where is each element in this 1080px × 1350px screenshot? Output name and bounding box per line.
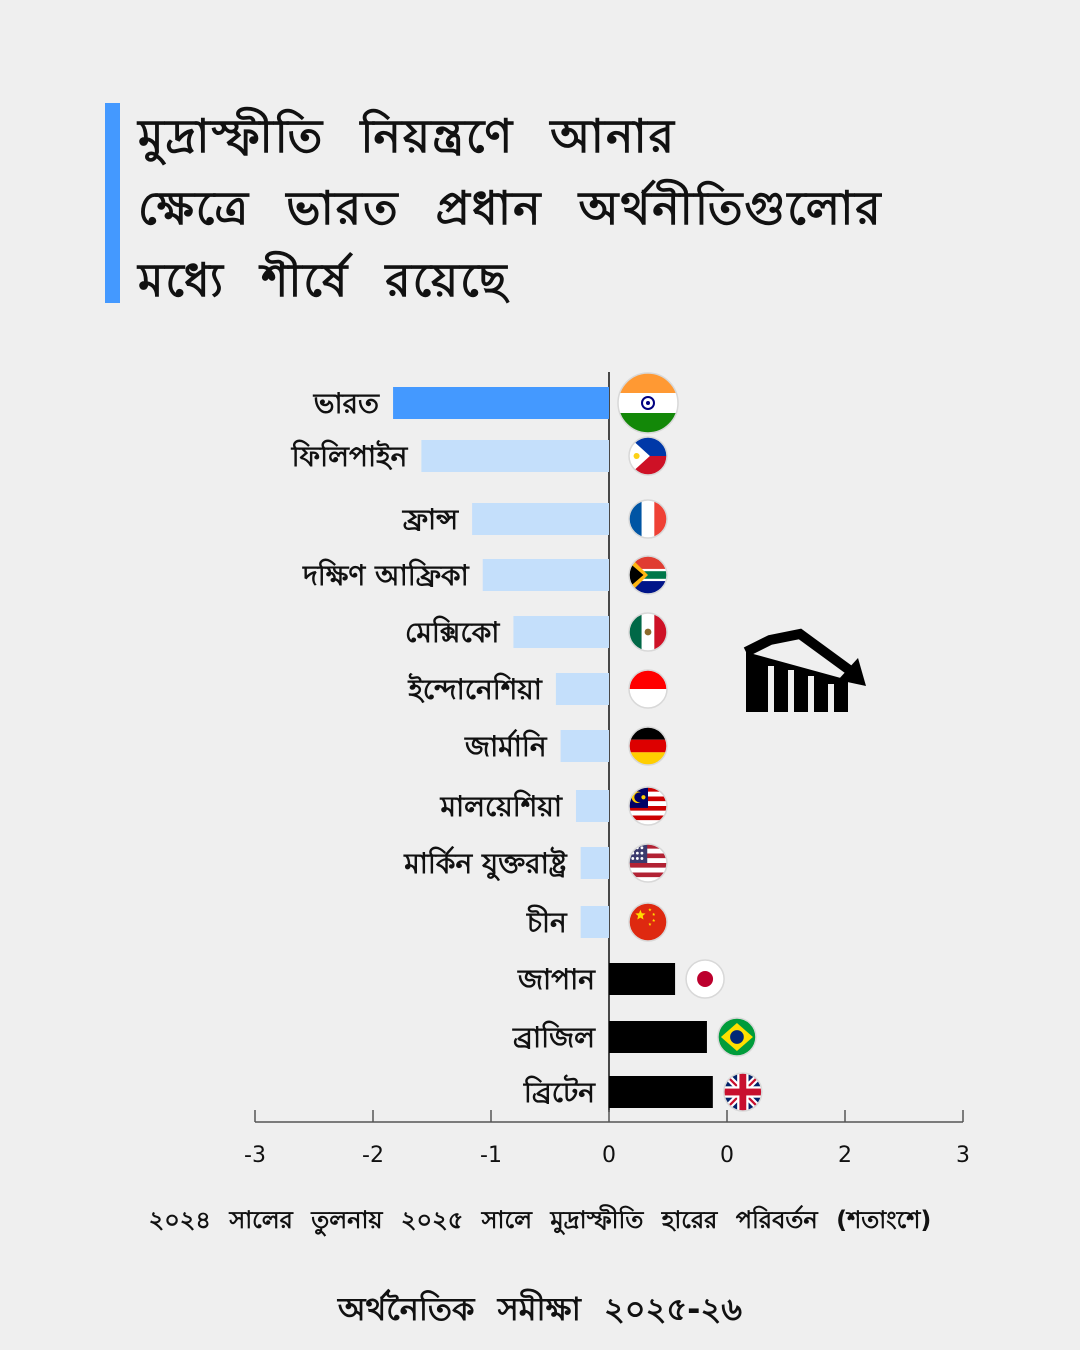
category-label: মেক্সিকো (405, 615, 500, 649)
uk-flag-icon (723, 1072, 763, 1112)
category-label: জাপান (517, 963, 596, 996)
india-flag-icon (617, 372, 679, 434)
bar-8 (575, 790, 609, 822)
france-flag-icon (628, 499, 668, 539)
x-tick-label: 2 (838, 1143, 852, 1168)
title-line-1: মুদ্রাস্ফীতি নিয়ন্ত্রণে আনার (138, 109, 677, 163)
bar-13 (609, 1076, 713, 1108)
japan-flag-icon (685, 959, 725, 999)
bar-7 (560, 730, 609, 762)
x-tick-label: -3 (244, 1143, 266, 1168)
mexico-flag-icon (628, 612, 668, 652)
x-tick-label: 0 (602, 1143, 616, 1168)
source-footer: অর্থনৈতিক সমীক্ষা ২০২৫-২৬ (337, 1290, 743, 1328)
bar-3 (472, 503, 609, 535)
category-label: ইন্দোনেশিয়া (407, 672, 542, 706)
category-label: ফিলিপাইন (291, 439, 409, 473)
bar-1 (393, 387, 609, 419)
x-tick-label: 3 (956, 1143, 970, 1168)
title-line-2: ক্ষেত্রে ভারত প্রধান অর্থনীতিগুলোর (138, 181, 883, 235)
bar-5 (513, 616, 609, 648)
inflation-change-chart: ভারত ফিলিপাইন ফ্রান্স দক্ষিণ আফ্রিকা মেক্সিক… (244, 372, 970, 1168)
x-axis-label: ২০২৪ সালের তুলনায় ২০২৫ সালে মুদ্রাস্ফীত… (148, 1206, 932, 1234)
title-accent-bar (105, 103, 120, 303)
usa-flag-icon (628, 843, 668, 883)
category-label: ব্রাজিল (512, 1020, 596, 1054)
malaysia-flag-icon (628, 786, 668, 826)
germany-flag-icon (628, 726, 668, 766)
category-label: দক্ষিণ আফ্রিকা (302, 558, 470, 592)
category-label: ফ্রান্স (402, 503, 459, 536)
category-label: মার্কিন যুক্তরাষ্ট্র (403, 846, 568, 881)
category-label: ব্রিটেন (523, 1074, 596, 1109)
x-tick-label: -1 (480, 1143, 502, 1168)
category-label: মালয়েশিয়া (439, 789, 562, 823)
x-tick-label: 0 (720, 1143, 734, 1168)
bar-6 (555, 673, 609, 705)
philippines-flag-icon (628, 436, 668, 476)
bar-9 (580, 847, 609, 879)
category-label: জার্মানি (464, 729, 548, 763)
south-africa-flag-icon (628, 555, 668, 595)
category-label: ভারত (313, 387, 380, 420)
bar-12 (609, 1021, 707, 1053)
x-tick-label: -2 (362, 1143, 384, 1168)
declining-chart-icon (743, 628, 866, 734)
page-title: মুদ্রাস্ফীতি নিয়ন্ত্রণে আনার ক্ষেত্রে ভ… (138, 100, 938, 316)
china-flag-icon (628, 902, 668, 942)
bar-4 (482, 559, 609, 591)
title-line-3: মধ্যে শীর্ষে রয়েছে (138, 253, 509, 307)
brazil-flag-icon (717, 1017, 757, 1057)
bar-11 (609, 963, 676, 995)
bar-10 (580, 906, 609, 938)
bar-2 (421, 440, 609, 472)
indonesia-flag-icon (628, 669, 668, 709)
category-label: চীন (526, 904, 568, 939)
